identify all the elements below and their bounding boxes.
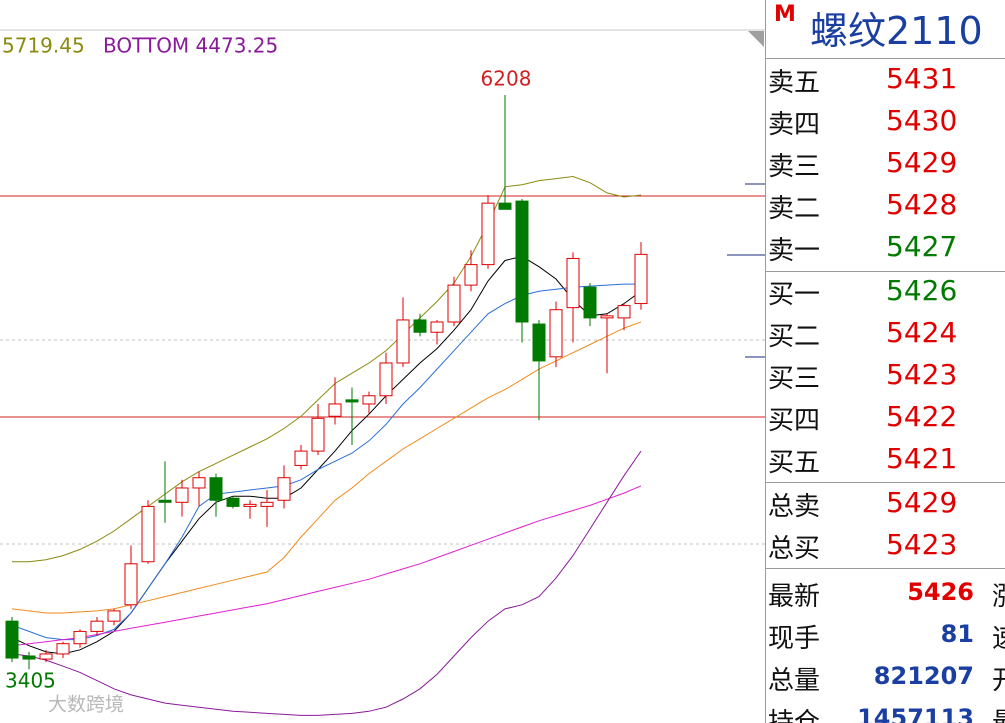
candle-body — [311, 417, 325, 452]
candle-body — [549, 309, 563, 358]
candle-body — [243, 503, 257, 507]
book-label: 买一 — [768, 280, 821, 310]
book-price: 5431 — [886, 62, 958, 95]
stat-side: 涨 — [992, 576, 1005, 613]
book-price: 5422 — [886, 400, 958, 433]
stat-side: 开 — [992, 660, 1005, 697]
stat-side: 速 — [992, 618, 1005, 655]
book-label: 卖一 — [768, 236, 821, 266]
candle-body — [396, 319, 410, 364]
stat-value: 821207 — [873, 662, 974, 690]
watermark: 大数跨境 — [48, 694, 124, 716]
candle-body — [430, 321, 444, 333]
indicator-line — [11, 321, 642, 614]
corner-mark — [748, 31, 764, 47]
candle-body — [481, 202, 495, 266]
candle-body — [56, 643, 70, 655]
book-price: 5421 — [886, 442, 958, 475]
book-label: 买四 — [768, 406, 821, 436]
book-price: 5427 — [886, 230, 958, 263]
candle-body — [328, 403, 342, 417]
stat-value: 81 — [940, 620, 974, 648]
candle-body — [379, 362, 393, 397]
divider — [766, 482, 1005, 483]
indicator-line — [11, 450, 642, 716]
flag: M — [774, 2, 796, 27]
stat-side: 最 — [992, 702, 1005, 723]
book-price: 5424 — [886, 316, 958, 349]
book-label: 买五 — [768, 448, 821, 478]
book-price: 5430 — [886, 104, 958, 137]
book-label: 买三 — [768, 364, 821, 394]
book-price: 5428 — [886, 188, 958, 221]
candle-body — [362, 395, 376, 405]
candle-body — [39, 653, 53, 660]
book-price: 5429 — [886, 486, 958, 519]
top-legend: 5719.45 — [2, 34, 85, 58]
indicator-line — [11, 283, 641, 641]
book-label: 总卖 — [768, 492, 821, 522]
divider — [766, 271, 1005, 272]
candle-body — [294, 450, 308, 466]
candle-body — [22, 655, 36, 660]
candle-body — [617, 305, 631, 319]
candle-body — [209, 477, 223, 501]
divider — [766, 568, 1005, 569]
low-label: 3405 — [5, 669, 56, 693]
stat-label: 现手 — [768, 624, 821, 654]
kline-chart: 5719.45 BOTTOM 4473.25 6208 3405 大数跨境 — [0, 29, 765, 716]
candle-body — [90, 620, 104, 632]
quote-panel: M 螺纹2110 卖五 5431 卖四 5430 卖三 5429 卖二 5428 卖一 5427 买… — [765, 0, 1005, 723]
book-label: 买二 — [768, 322, 821, 352]
stat-value: 5426 — [907, 578, 974, 606]
book-label: 卖五 — [768, 68, 821, 98]
stat-label: 总量 — [768, 666, 821, 696]
indicator-line — [12, 175, 642, 563]
book-price: 5423 — [886, 528, 958, 561]
candle-body — [413, 319, 427, 333]
candle-body — [345, 399, 359, 403]
book-price: 5423 — [886, 358, 958, 391]
candle-body — [158, 499, 172, 503]
candle-body — [600, 315, 614, 319]
candle-body — [107, 610, 121, 622]
book-label: 总买 — [768, 534, 821, 564]
candle-body — [566, 257, 580, 309]
bottom-legend: BOTTOM 4473.25 — [103, 34, 278, 58]
candle-body — [277, 477, 291, 501]
high-label: 6208 — [481, 67, 532, 91]
candle-body — [260, 501, 274, 507]
candle-body — [634, 253, 648, 305]
book-label: 卖四 — [768, 110, 821, 140]
candle-body — [192, 477, 206, 489]
book-label: 卖三 — [768, 152, 821, 182]
candle-body — [5, 620, 19, 659]
indicator-line — [11, 255, 642, 655]
candle-body — [141, 505, 155, 563]
candle-body — [175, 487, 189, 503]
stat-label: 最新 — [768, 582, 821, 612]
candle-body — [464, 264, 478, 286]
divider — [766, 58, 1005, 59]
candle-body — [226, 497, 240, 507]
book-label: 卖二 — [768, 194, 821, 224]
symbol: 螺纹2110 — [810, 9, 983, 53]
candle-body — [447, 284, 461, 323]
candle-body — [498, 202, 512, 210]
stat-value: 1457113 — [857, 704, 974, 723]
book-price: 5429 — [886, 146, 958, 179]
indicator-line — [11, 485, 642, 647]
candle-body — [124, 563, 138, 606]
candle-body — [73, 630, 87, 645]
book-price: 5426 — [886, 274, 958, 307]
candle-body — [583, 286, 597, 319]
stat-label: 持仓 — [768, 708, 821, 723]
candle-body — [532, 323, 546, 362]
candle-body — [515, 200, 529, 323]
